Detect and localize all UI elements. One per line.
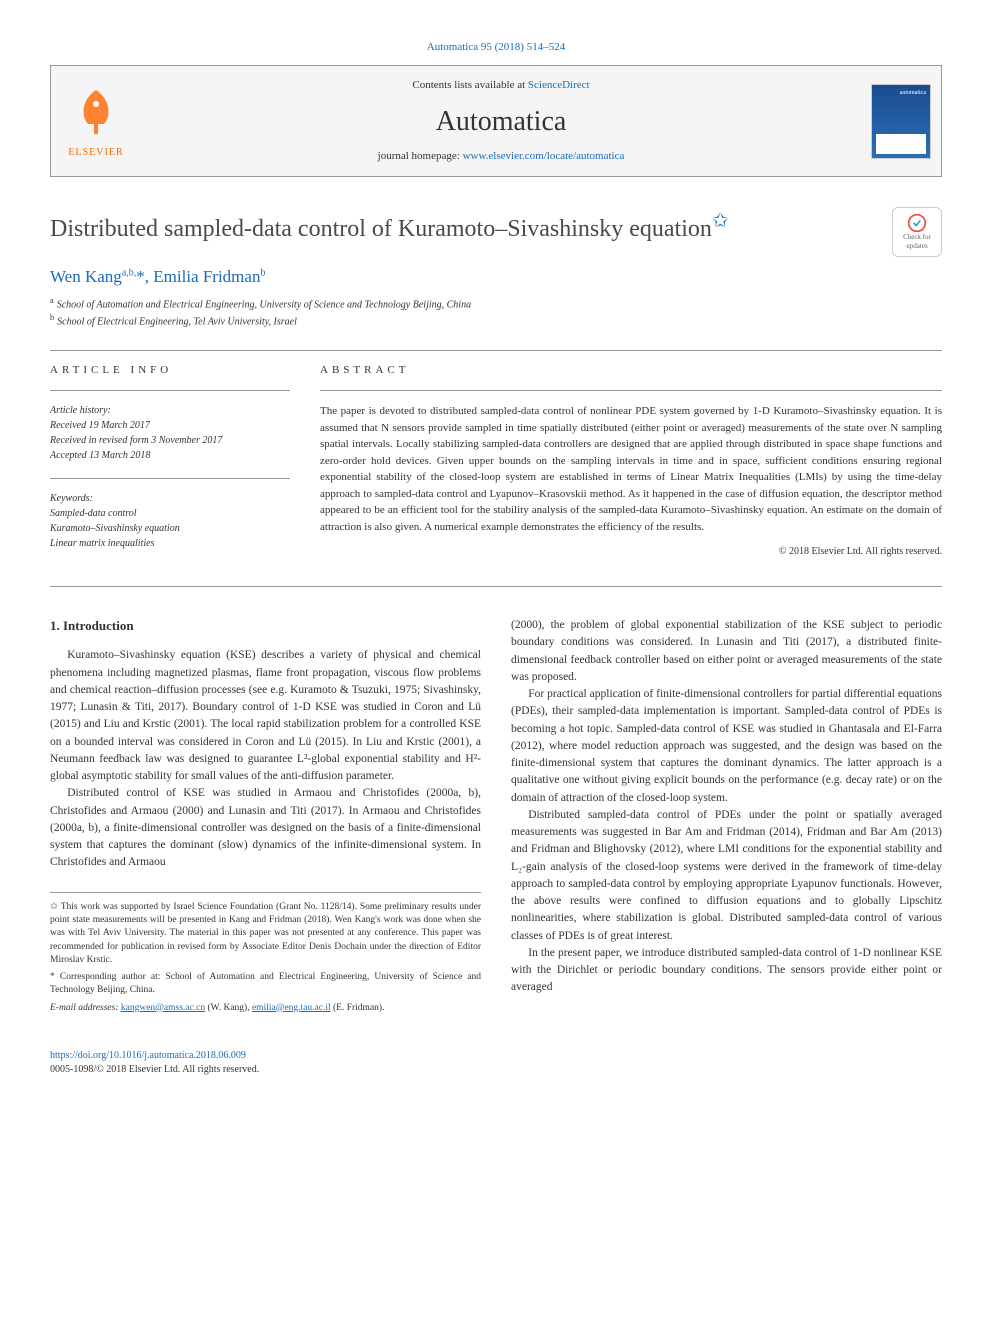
check-updates-badge[interactable]: Check for updates [892, 207, 942, 257]
section-1-heading: 1. Introduction [50, 617, 481, 635]
col2-body: (2000), the problem of global exponentia… [511, 617, 942, 997]
footnote-emails: E-mail addresses: kangwen@amss.ac.cn (W.… [50, 1002, 481, 1015]
email-label: E-mail addresses: [50, 1003, 119, 1013]
contents-line: Contents lists available at ScienceDirec… [151, 78, 851, 93]
cover-bottom-stripe [876, 134, 926, 154]
updates-label: Check for updates [893, 233, 941, 253]
email-1[interactable]: kangwen@amss.ac.cn [121, 1003, 205, 1013]
email-2[interactable]: emilia@eng.tau.ac.il [252, 1003, 331, 1013]
abstract-label: ABSTRACT [320, 363, 942, 378]
article-info-label: ARTICLE INFO [50, 363, 290, 378]
author-2-affil: b [260, 268, 265, 279]
footnote-star: ✩ This work was supported by Israel Scie… [50, 901, 481, 967]
page-container: Automatica 95 (2018) 514–524 ELSEVIER Co… [0, 0, 992, 1117]
footnote-star-text: This work was supported by Israel Scienc… [50, 902, 481, 965]
info-divider-1 [50, 390, 290, 391]
cover-thumbnail: automatica [871, 84, 931, 159]
author-1[interactable]: Wen Kang [50, 267, 122, 286]
homepage-link[interactable]: www.elsevier.com/locate/automatica [463, 150, 625, 162]
article-title: Distributed sampled-data control of Kura… [50, 207, 729, 247]
authors-line: Wen Kanga,b,*, Emilia Fridmanb [50, 265, 942, 289]
body-columns: 1. Introduction Kuramoto–Sivashinsky equ… [50, 617, 942, 1019]
article-history: Article history: Received 19 March 2017 … [50, 403, 290, 463]
column-left: 1. Introduction Kuramoto–Sivashinsky equ… [50, 617, 481, 1019]
elsevier-label: ELSEVIER [68, 146, 123, 160]
keyword-3: Linear matrix inequalities [50, 536, 290, 551]
footnote-corr-text: Corresponding author at: School of Autom… [50, 972, 481, 995]
info-divider-2 [50, 478, 290, 479]
title-row: Distributed sampled-data control of Kura… [50, 207, 942, 257]
running-header: Automatica 95 (2018) 514–524 [50, 40, 942, 55]
doi-link[interactable]: https://doi.org/10.1016/j.automatica.201… [50, 1049, 942, 1063]
abstract-text: The paper is devoted to distributed samp… [320, 403, 942, 535]
col2-p2: For practical application of finite-dime… [511, 686, 942, 807]
history-revised: Received in revised form 3 November 2017 [50, 433, 290, 448]
keywords-block: Keywords: Sampled-data control Kuramoto–… [50, 491, 290, 551]
col1-p2: Distributed control of KSE was studied i… [50, 785, 481, 871]
author-1-affil: a,b, [122, 268, 136, 279]
keyword-2: Kuramoto–Sivashinsky equation [50, 521, 290, 536]
header-center: Contents lists available at ScienceDirec… [141, 66, 861, 176]
homepage-line: journal homepage: www.elsevier.com/locat… [151, 149, 851, 164]
col2-p3: Distributed sampled-data control of PDEs… [511, 807, 942, 945]
keywords-label: Keywords: [50, 491, 290, 506]
info-abstract-row: ARTICLE INFO Article history: Received 1… [50, 363, 942, 566]
title-footnote-star: ✩ [712, 210, 729, 232]
col2-p1: (2000), the problem of global exponentia… [511, 617, 942, 686]
bottom-bar: https://doi.org/10.1016/j.automatica.201… [50, 1049, 942, 1077]
email-2-name: (E. Fridman). [333, 1003, 384, 1013]
journal-header-box: ELSEVIER Contents lists available at Sci… [50, 65, 942, 177]
abstract-divider [320, 390, 942, 391]
issn-line: 0005-1098/© 2018 Elsevier Ltd. All right… [50, 1063, 942, 1077]
history-label: Article history: [50, 403, 290, 418]
divider-top [50, 350, 942, 351]
email-1-name: (W. Kang), [207, 1003, 249, 1013]
elsevier-tree-icon [66, 82, 126, 142]
keyword-1: Sampled-data control [50, 506, 290, 521]
journal-name: Automatica [151, 102, 851, 141]
col1-body: Kuramoto–Sivashinsky equation (KSE) desc… [50, 647, 481, 871]
divider-bottom [50, 586, 942, 587]
author-2[interactable]: Emilia Fridman [153, 267, 260, 286]
history-received: Received 19 March 2017 [50, 418, 290, 433]
affiliation-b: bSchool of Electrical Engineering, Tel A… [50, 312, 942, 329]
abstract-copyright: © 2018 Elsevier Ltd. All rights reserved… [320, 545, 942, 559]
updates-icon [907, 213, 927, 233]
homepage-prefix: journal homepage: [378, 150, 463, 162]
elsevier-logo: ELSEVIER [51, 66, 141, 176]
column-right: (2000), the problem of global exponentia… [511, 617, 942, 1019]
cover-title: automatica [876, 89, 926, 97]
title-text: Distributed sampled-data control of Kura… [50, 216, 712, 242]
journal-cover: automatica [861, 66, 941, 176]
history-accepted: Accepted 13 March 2018 [50, 448, 290, 463]
col1-p1: Kuramoto–Sivashinsky equation (KSE) desc… [50, 647, 481, 785]
author-1-corr-star: * [136, 267, 145, 286]
article-info-col: ARTICLE INFO Article history: Received 1… [50, 363, 290, 566]
footnote-corr: * Corresponding author at: School of Aut… [50, 971, 481, 998]
footnotes: ✩ This work was supported by Israel Scie… [50, 892, 481, 1015]
col2-p4: In the present paper, we introduce distr… [511, 945, 942, 997]
contents-prefix: Contents lists available at [412, 79, 527, 91]
affiliations: aSchool of Automation and Electrical Eng… [50, 295, 942, 330]
abstract-col: ABSTRACT The paper is devoted to distrib… [320, 363, 942, 566]
sciencedirect-link[interactable]: ScienceDirect [528, 79, 590, 91]
affiliation-a: aSchool of Automation and Electrical Eng… [50, 295, 942, 312]
